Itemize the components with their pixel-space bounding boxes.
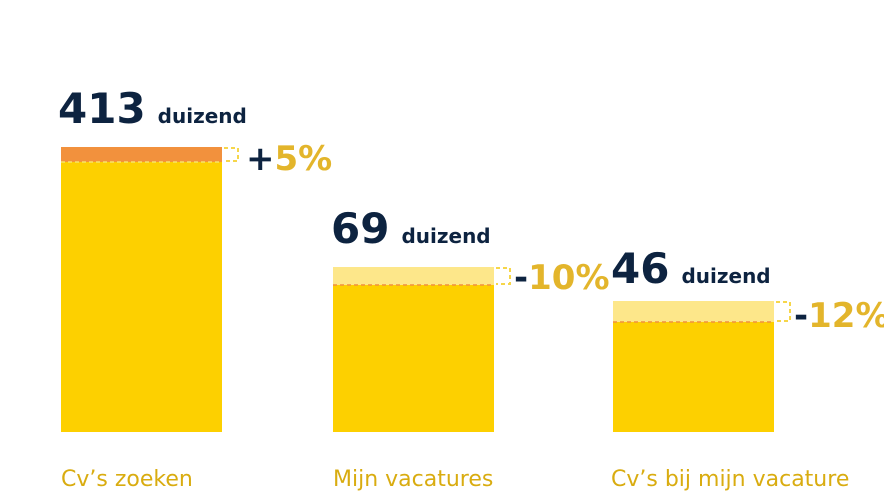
- change-text: -12%: [794, 296, 884, 336]
- bracket: [496, 267, 511, 285]
- bar: [61, 162, 222, 432]
- unit: duizend: [401, 224, 490, 248]
- label: Mijn vacatures: [333, 467, 493, 492]
- bracket: [776, 301, 791, 322]
- value-text: 413 duizend: [58, 84, 247, 133]
- change: 5%: [275, 139, 333, 179]
- value: 46: [611, 244, 669, 293]
- unit: duizend: [681, 264, 770, 288]
- sign: +: [246, 139, 275, 179]
- sign: -: [794, 296, 808, 336]
- value: 69: [331, 204, 389, 253]
- value-text: 69 duizend: [331, 204, 491, 253]
- sign: -: [514, 258, 528, 298]
- bar: [613, 322, 774, 432]
- change: 12%: [808, 296, 884, 336]
- bar-group: 46 duizend -12% Cv’s bij mijn vacature: [611, 244, 884, 492]
- value: 413: [58, 84, 146, 133]
- change: 10%: [528, 258, 609, 298]
- bar-group: 69 duizend -10% Mijn vacatures: [331, 204, 610, 492]
- bar-group: 413 duizend +5% Cv’s zoeken: [58, 84, 332, 492]
- bar-change: [333, 267, 494, 285]
- change-text: -10%: [514, 258, 610, 298]
- change-text: +5%: [246, 139, 332, 179]
- bar-change: [61, 147, 222, 162]
- bar-change: [613, 301, 774, 322]
- value-text: 46 duizend: [611, 244, 771, 293]
- unit: duizend: [158, 104, 247, 128]
- bracket: [224, 147, 239, 162]
- bar: [333, 285, 494, 432]
- label: Cv’s zoeken: [61, 467, 193, 492]
- label: Cv’s bij mijn vacature: [611, 467, 849, 492]
